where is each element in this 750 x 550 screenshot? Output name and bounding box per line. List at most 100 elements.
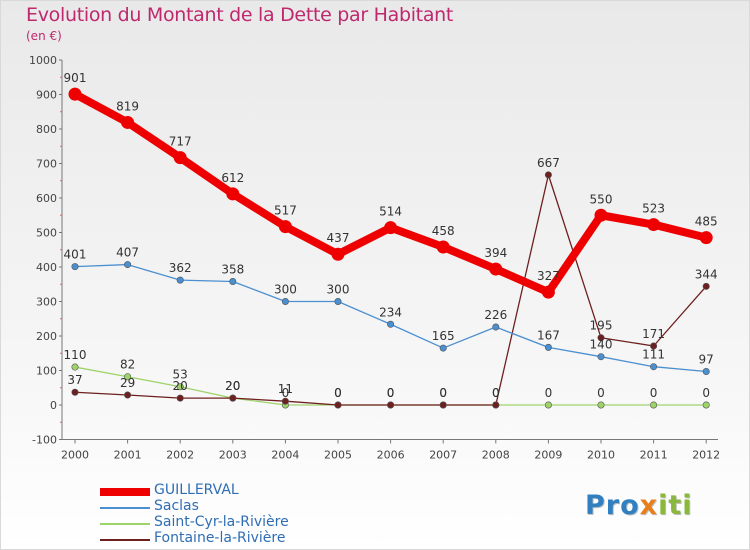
series-fontaine-point: [387, 401, 395, 409]
series-saclas-point: [650, 363, 658, 371]
series-saclas-point: [597, 353, 605, 361]
series-fontaine-point: [439, 401, 447, 409]
data-label: 0: [545, 386, 553, 400]
data-label: 819: [116, 99, 139, 113]
data-label: 327: [537, 269, 560, 283]
legend-swatch: [100, 488, 150, 496]
series-saint-cyr-point: [650, 401, 658, 409]
series-saclas-point: [334, 297, 342, 305]
data-label: 667: [537, 156, 560, 170]
data-label: 0: [334, 386, 342, 400]
series-fontaine-point: [71, 388, 79, 396]
series-fontaine-point: [229, 394, 237, 402]
data-label: 20: [225, 379, 240, 393]
series-fontaine-point: [544, 171, 552, 179]
data-label: 394: [484, 246, 507, 260]
data-label: 0: [439, 386, 447, 400]
chart-title: Evolution du Montant de la Dette par Hab…: [26, 4, 454, 26]
series-saclas-point: [229, 277, 237, 285]
series-guillerval-point: [121, 115, 135, 129]
data-label: 0: [597, 386, 605, 400]
series-saclas-point: [492, 323, 500, 331]
data-label: 514: [379, 205, 402, 219]
legend-label: Fontaine-la-Rivière: [154, 530, 286, 546]
series-guillerval-point: [226, 187, 240, 201]
data-label: 901: [64, 71, 87, 85]
series-saint-cyr-point: [176, 383, 184, 391]
data-label: 37: [67, 373, 82, 387]
y-tick-label: 0: [50, 399, 57, 412]
legend-item-guillerval: GUILLERVAL: [100, 482, 360, 500]
series-guillerval-point: [489, 262, 503, 276]
x-tick-label: 2009: [534, 449, 562, 462]
series-saclas-point: [702, 368, 710, 376]
data-label: 234: [379, 305, 402, 319]
data-label: 300: [327, 283, 350, 297]
data-label: 401: [64, 248, 87, 262]
data-label: 171: [642, 327, 665, 341]
data-label: 167: [537, 328, 560, 342]
data-label: 53: [173, 368, 188, 382]
data-label: 485: [695, 215, 718, 229]
series-saclas-point: [439, 344, 447, 352]
series-saclas-point: [124, 261, 132, 269]
data-label: 195: [590, 319, 613, 333]
series-guillerval-point: [68, 87, 82, 101]
series-saint-cyr-point: [124, 373, 132, 381]
data-label: 165: [432, 329, 455, 343]
y-tick-label: 400: [36, 261, 57, 274]
series-fontaine-point: [597, 334, 605, 342]
data-label: 362: [169, 261, 192, 275]
data-label: 20: [225, 379, 240, 393]
series-fontaine-point: [281, 397, 289, 405]
data-label: 0: [650, 386, 658, 400]
series-guillerval-point: [331, 247, 345, 261]
y-tick-label: 200: [36, 330, 57, 343]
y-tick-label: 700: [36, 158, 57, 171]
x-tick-label: 2000: [61, 449, 89, 462]
x-tick-label: 2006: [377, 449, 405, 462]
series-guillerval-point: [436, 240, 450, 254]
y-tick-label: 800: [36, 123, 57, 136]
series-saclas-point: [544, 343, 552, 351]
y-tick-label: 1000: [29, 54, 57, 67]
legend-swatch: [100, 523, 150, 525]
x-tick-label: 2002: [166, 449, 194, 462]
data-label: 0: [492, 386, 500, 400]
data-label: 0: [387, 386, 395, 400]
series-fontaine-point: [124, 391, 132, 399]
series-saint-cyr-point: [702, 401, 710, 409]
y-tick-label: 600: [36, 192, 57, 205]
data-label: 110: [64, 348, 87, 362]
data-label: 407: [116, 246, 139, 260]
data-label: 300: [274, 283, 297, 297]
x-tick-label: 2004: [271, 449, 299, 462]
legend-label: Saclas: [154, 498, 199, 514]
series-guillerval-point: [278, 220, 292, 234]
y-tick-label: 900: [36, 89, 57, 102]
legend-item-fontaine: Fontaine-la-Rivière: [100, 530, 360, 548]
x-tick-label: 2005: [324, 449, 352, 462]
series-fontaine-point: [650, 342, 658, 350]
series-saclas-point: [176, 276, 184, 284]
legend-label: GUILLERVAL: [154, 482, 239, 498]
series-saclas-point: [281, 297, 289, 305]
data-label: 612: [221, 171, 244, 185]
x-tick-label: 2010: [587, 449, 615, 462]
data-label: 458: [432, 224, 455, 238]
data-label: 437: [327, 231, 350, 245]
data-label: 82: [120, 358, 135, 372]
data-label: 523: [642, 202, 665, 216]
y-tick-label: -100: [32, 434, 57, 447]
series-guillerval-point: [647, 218, 661, 232]
data-label: 358: [221, 262, 244, 276]
legend-item-saint-cyr: Saint-Cyr-la-Rivière: [100, 514, 360, 532]
series-fontaine-point: [176, 394, 184, 402]
series-guillerval-point: [173, 151, 187, 165]
proxiti-logo: Proxiti: [585, 490, 693, 521]
series-saint-cyr-point: [544, 401, 552, 409]
x-tick-label: 2001: [114, 449, 142, 462]
series-saclas-point: [387, 320, 395, 328]
data-label: 140: [590, 338, 613, 352]
